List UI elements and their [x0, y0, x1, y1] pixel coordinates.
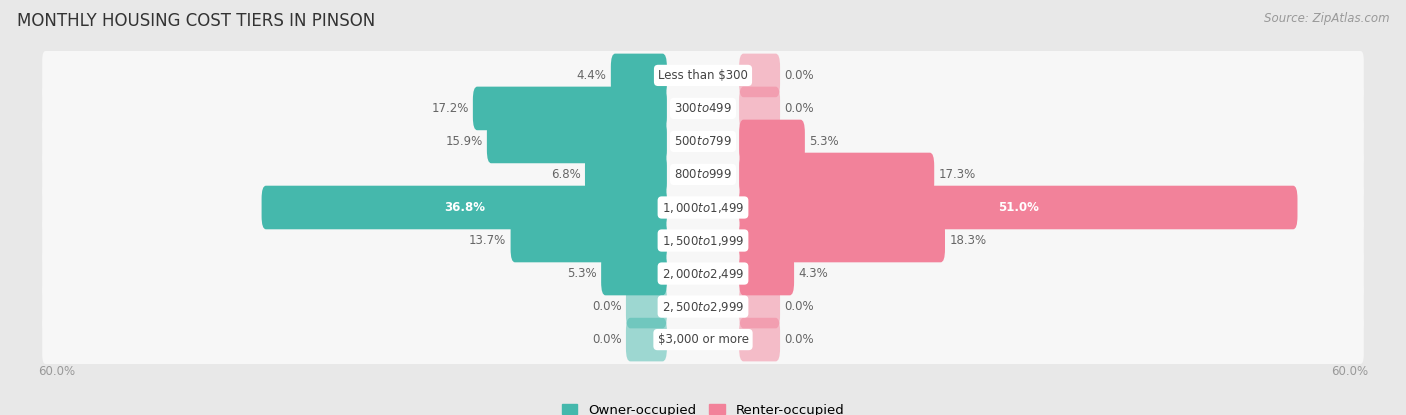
- Text: 18.3%: 18.3%: [949, 234, 987, 247]
- FancyBboxPatch shape: [42, 249, 1364, 298]
- FancyBboxPatch shape: [740, 87, 780, 130]
- FancyBboxPatch shape: [626, 318, 666, 361]
- Text: 13.7%: 13.7%: [470, 234, 506, 247]
- Text: Less than $300: Less than $300: [658, 69, 748, 82]
- FancyBboxPatch shape: [262, 186, 666, 229]
- Text: $800 to $999: $800 to $999: [673, 168, 733, 181]
- FancyBboxPatch shape: [740, 318, 780, 361]
- FancyBboxPatch shape: [602, 252, 666, 295]
- Text: 0.0%: 0.0%: [592, 333, 621, 346]
- Text: 5.3%: 5.3%: [810, 135, 839, 148]
- Text: $1,500 to $1,999: $1,500 to $1,999: [662, 234, 744, 247]
- FancyBboxPatch shape: [42, 315, 1364, 364]
- Text: 4.4%: 4.4%: [576, 69, 606, 82]
- Text: 0.0%: 0.0%: [592, 300, 621, 313]
- FancyBboxPatch shape: [42, 117, 1364, 166]
- FancyBboxPatch shape: [42, 51, 1364, 100]
- Text: 17.3%: 17.3%: [939, 168, 976, 181]
- FancyBboxPatch shape: [42, 150, 1364, 199]
- Text: 17.2%: 17.2%: [432, 102, 468, 115]
- FancyBboxPatch shape: [626, 285, 666, 328]
- Text: 4.3%: 4.3%: [799, 267, 828, 280]
- FancyBboxPatch shape: [42, 84, 1364, 133]
- Text: $2,500 to $2,999: $2,500 to $2,999: [662, 300, 744, 314]
- Text: 51.0%: 51.0%: [998, 201, 1039, 214]
- FancyBboxPatch shape: [740, 186, 1298, 229]
- Text: $300 to $499: $300 to $499: [673, 102, 733, 115]
- FancyBboxPatch shape: [610, 54, 666, 97]
- FancyBboxPatch shape: [42, 183, 1364, 232]
- FancyBboxPatch shape: [740, 153, 934, 196]
- Text: 36.8%: 36.8%: [444, 201, 485, 214]
- Text: 0.0%: 0.0%: [785, 69, 814, 82]
- Text: $1,000 to $1,499: $1,000 to $1,499: [662, 200, 744, 215]
- FancyBboxPatch shape: [740, 285, 780, 328]
- Text: 6.8%: 6.8%: [551, 168, 581, 181]
- Text: Source: ZipAtlas.com: Source: ZipAtlas.com: [1264, 12, 1389, 25]
- Text: 5.3%: 5.3%: [567, 267, 596, 280]
- Text: 15.9%: 15.9%: [446, 135, 482, 148]
- Text: $3,000 or more: $3,000 or more: [658, 333, 748, 346]
- FancyBboxPatch shape: [740, 54, 780, 97]
- Text: 0.0%: 0.0%: [785, 333, 814, 346]
- FancyBboxPatch shape: [42, 282, 1364, 331]
- FancyBboxPatch shape: [486, 120, 666, 163]
- FancyBboxPatch shape: [42, 216, 1364, 265]
- Text: $2,000 to $2,499: $2,000 to $2,499: [662, 266, 744, 281]
- FancyBboxPatch shape: [472, 87, 666, 130]
- FancyBboxPatch shape: [585, 153, 666, 196]
- FancyBboxPatch shape: [740, 219, 945, 262]
- Text: $500 to $799: $500 to $799: [673, 135, 733, 148]
- Text: 0.0%: 0.0%: [785, 300, 814, 313]
- Text: MONTHLY HOUSING COST TIERS IN PINSON: MONTHLY HOUSING COST TIERS IN PINSON: [17, 12, 375, 30]
- FancyBboxPatch shape: [740, 252, 794, 295]
- FancyBboxPatch shape: [740, 120, 804, 163]
- Text: 0.0%: 0.0%: [785, 102, 814, 115]
- Legend: Owner-occupied, Renter-occupied: Owner-occupied, Renter-occupied: [557, 398, 849, 415]
- FancyBboxPatch shape: [510, 219, 666, 262]
